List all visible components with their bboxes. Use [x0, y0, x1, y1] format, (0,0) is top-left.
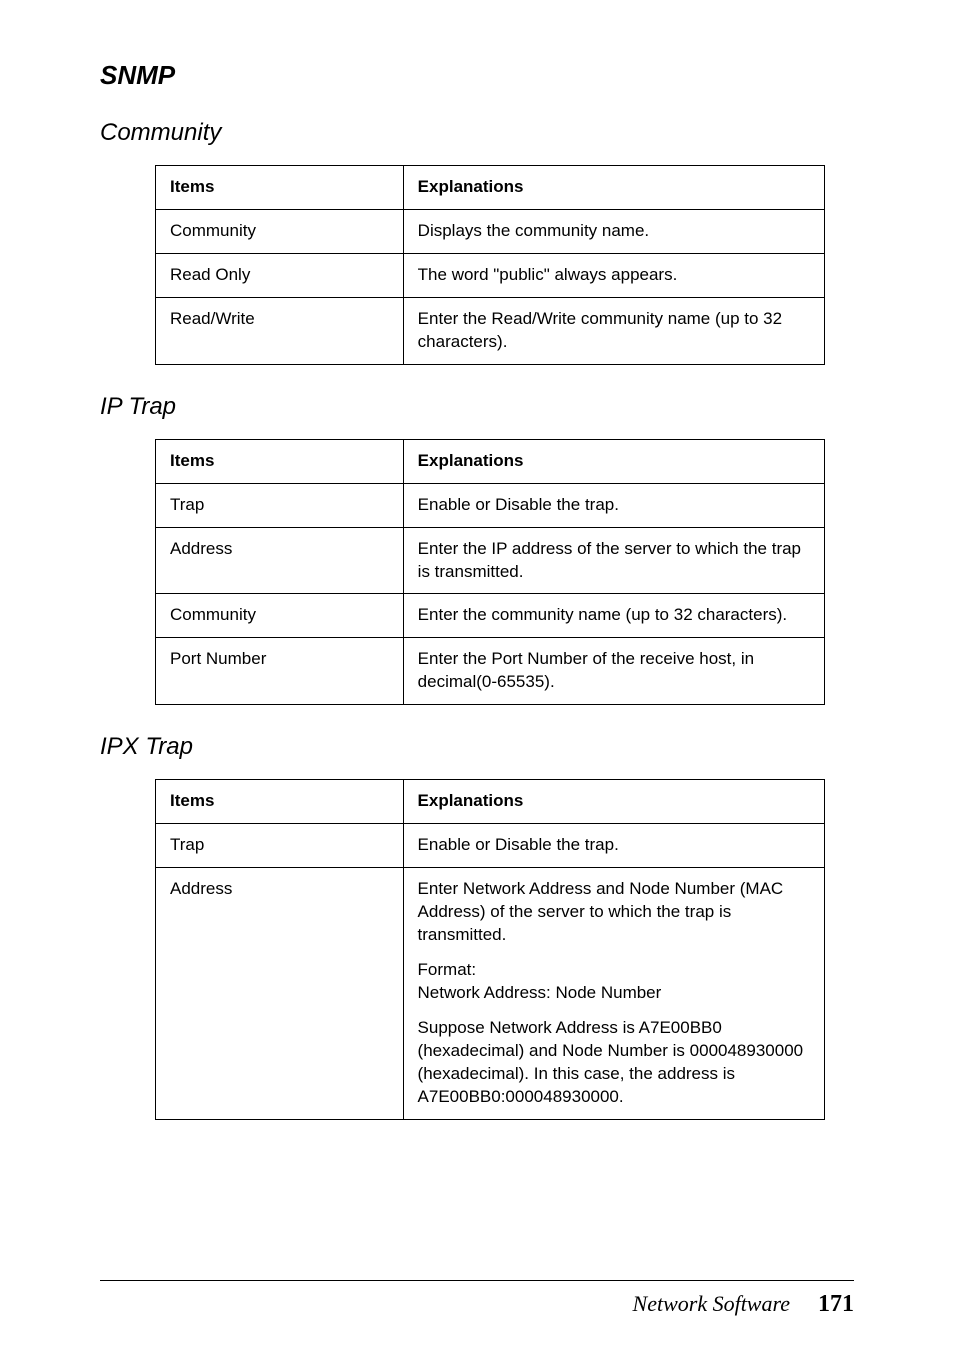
table-row: Address Enter Network Address and Node N… — [156, 868, 825, 1119]
addr-para-2: Format: Network Address: Node Number — [418, 959, 810, 1005]
table-header-row: Items Explanations — [156, 166, 825, 210]
col-explanations: Explanations — [403, 439, 824, 483]
heading-ipx-trap: IPX Trap — [100, 733, 854, 761]
ip-trap-table: Items Explanations Trap Enable or Disabl… — [155, 439, 825, 706]
table-row: Trap Enable or Disable the trap. — [156, 483, 825, 527]
addr-format-value: Network Address: Node Number — [418, 983, 662, 1002]
ipx-trap-table: Items Explanations Trap Enable or Disabl… — [155, 779, 825, 1119]
col-explanations: Explanations — [403, 166, 824, 210]
addr-para-3: Suppose Network Address is A7E00BB0 (hex… — [418, 1017, 810, 1109]
heading-snmp: SNMP — [100, 60, 854, 91]
cell-item: Read/Write — [156, 297, 404, 364]
cell-expl: Enter the Read/Write community name (up … — [403, 297, 824, 364]
cell-item: Address — [156, 868, 404, 1119]
cell-expl: Enter Network Address and Node Number (M… — [403, 868, 824, 1119]
addr-format-label: Format: — [418, 960, 477, 979]
footer-section-title: Network Software — [633, 1291, 790, 1316]
heading-community: Community — [100, 119, 854, 147]
cell-item: Trap — [156, 483, 404, 527]
table-header-row: Items Explanations — [156, 780, 825, 824]
table-row: Read/Write Enter the Read/Write communit… — [156, 297, 825, 364]
cell-item: Community — [156, 209, 404, 253]
page: SNMP Community Items Explanations Commun… — [0, 0, 954, 1352]
cell-expl: The word "public" always appears. — [403, 253, 824, 297]
col-items: Items — [156, 780, 404, 824]
cell-expl: Enable or Disable the trap. — [403, 483, 824, 527]
cell-expl: Enter the community name (up to 32 chara… — [403, 594, 824, 638]
table-row: Community Displays the community name. — [156, 209, 825, 253]
cell-expl: Displays the community name. — [403, 209, 824, 253]
heading-ip-trap: IP Trap — [100, 393, 854, 421]
table-row: Address Enter the IP address of the serv… — [156, 527, 825, 594]
table-header-row: Items Explanations — [156, 439, 825, 483]
page-footer: Network Software 171 — [100, 1280, 854, 1318]
table-row: Community Enter the community name (up t… — [156, 594, 825, 638]
footer-page-number: 171 — [818, 1291, 854, 1317]
cell-expl: Enable or Disable the trap. — [403, 824, 824, 868]
col-items: Items — [156, 166, 404, 210]
col-explanations: Explanations — [403, 780, 824, 824]
cell-expl: Enter the IP address of the server to wh… — [403, 527, 824, 594]
cell-expl: Enter the Port Number of the receive hos… — [403, 638, 824, 705]
table-row: Port Number Enter the Port Number of the… — [156, 638, 825, 705]
cell-item: Address — [156, 527, 404, 594]
addr-para-1: Enter Network Address and Node Number (M… — [418, 878, 810, 947]
cell-item: Port Number — [156, 638, 404, 705]
community-table: Items Explanations Community Displays th… — [155, 165, 825, 365]
table-row: Trap Enable or Disable the trap. — [156, 824, 825, 868]
cell-item: Read Only — [156, 253, 404, 297]
cell-item: Trap — [156, 824, 404, 868]
cell-item: Community — [156, 594, 404, 638]
col-items: Items — [156, 439, 404, 483]
table-row: Read Only The word "public" always appea… — [156, 253, 825, 297]
